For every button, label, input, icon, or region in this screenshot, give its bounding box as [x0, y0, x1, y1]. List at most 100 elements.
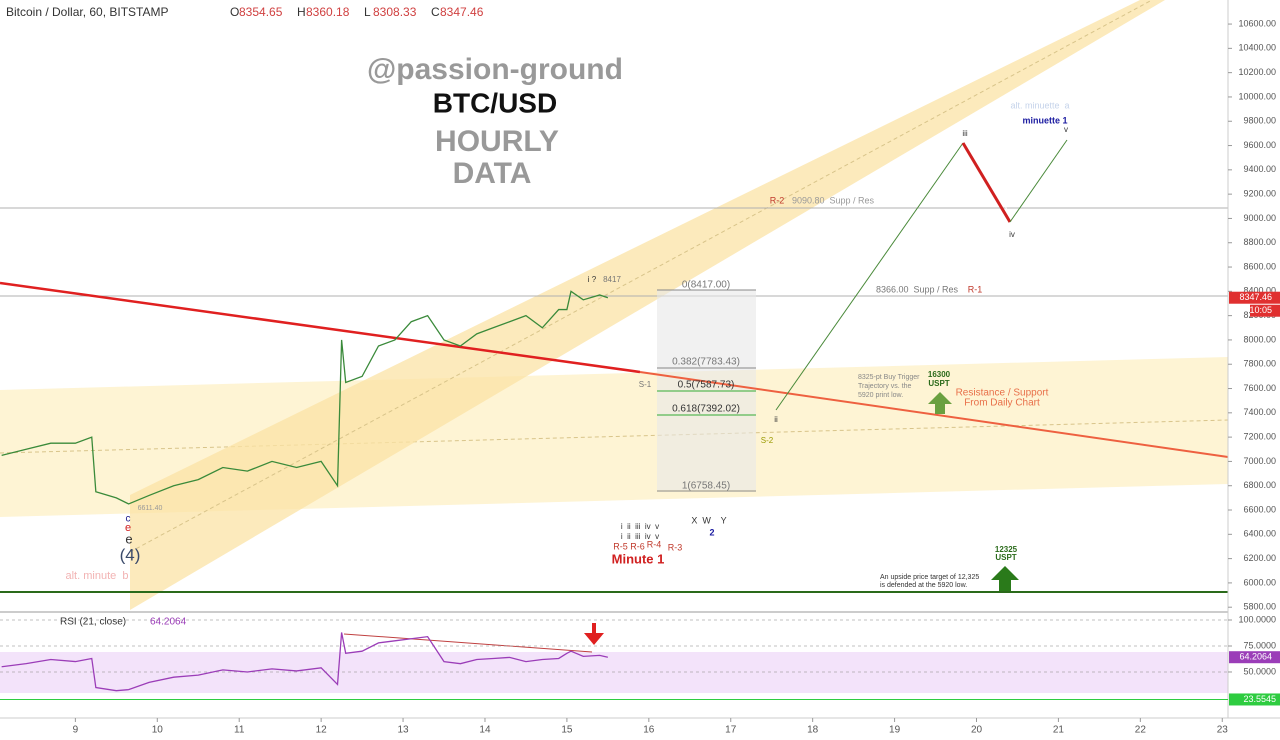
y-tick-label: 9400.00: [1243, 164, 1276, 174]
y-tick-label: 9200.00: [1243, 189, 1276, 199]
last-value-label: 64.2064: [1239, 652, 1272, 662]
y-tick-label: 6400.00: [1243, 529, 1276, 539]
annotation: 12325: [995, 545, 1018, 554]
y-tick-label: 10600.00: [1238, 18, 1276, 28]
annotation: 0.618(7392.02): [672, 404, 740, 415]
annotation: i ii iii iv v: [621, 522, 659, 531]
x-tick-label: 22: [1135, 725, 1147, 736]
annotation: is defended at the 5920 low.: [880, 582, 967, 589]
y-tick-label: 75.0000: [1243, 640, 1276, 650]
rsi-band: [0, 652, 1228, 693]
level-label: 23.5545: [1243, 694, 1276, 704]
y-tick-label: 8800.00: [1243, 237, 1276, 247]
annotation: i ?: [588, 275, 597, 284]
annotation: 9090.80 Supp / Res: [792, 195, 875, 205]
x-tick-label: 9: [73, 725, 79, 736]
x-tick-label: 12: [316, 725, 328, 736]
x-tick-label: 14: [479, 725, 491, 736]
ohlc-key: H: [297, 5, 306, 19]
y-tick-label: 6600.00: [1243, 504, 1276, 514]
y-tick-label: 10200.00: [1238, 67, 1276, 77]
annotation: alt. minuette a: [1010, 100, 1069, 110]
last-value-tag: [1229, 291, 1280, 304]
ohlc-value: 8360.18: [306, 5, 350, 19]
y-tick-label: 9600.00: [1243, 140, 1276, 150]
y-tick-label: 6800.00: [1243, 480, 1276, 490]
annotation: 0.382(7783.43): [672, 357, 740, 368]
y-tick-label: 10000.00: [1238, 91, 1276, 101]
last-value-label: 8347.46: [1239, 292, 1272, 302]
annotation: 0.5(7587.73): [678, 380, 735, 391]
arrow-up: [928, 392, 952, 414]
fib-box: [657, 290, 756, 490]
annotation: 2: [709, 527, 714, 537]
y-tick-label: 10400.00: [1238, 43, 1276, 53]
trend-line: [639, 371, 1229, 458]
annotation: R-1: [968, 284, 983, 294]
y-tick-label: 100.0000: [1238, 614, 1276, 624]
annotation: ii: [774, 415, 778, 424]
indicator-name: RSI (21, close): [60, 617, 126, 628]
annotation: S-2: [761, 436, 774, 445]
y-tick-label: 6000.00: [1243, 577, 1276, 587]
annotation: R-2: [770, 195, 785, 205]
series-line: [1, 632, 609, 692]
level-tag: [1229, 693, 1280, 706]
x-tick-label: 19: [889, 725, 901, 736]
annotation: 6611.40: [138, 505, 163, 512]
y-tick-label: 7600.00: [1243, 383, 1276, 393]
annotation: i ii iii iv v: [621, 532, 659, 541]
x-tick-label: 23: [1217, 725, 1229, 736]
annotation: Trajectory vs. the: [858, 383, 912, 390]
annotation: 1(6758.45): [682, 481, 730, 492]
annotation: e: [125, 522, 131, 534]
x-tick-label: 13: [397, 725, 409, 736]
annotation: S-1: [639, 380, 652, 389]
channel-mid: [129, 0, 1153, 553]
annotation: BTC/USD: [433, 87, 557, 118]
projection: [961, 142, 1012, 223]
annotation: 8366.00 Supp / Res: [876, 284, 959, 294]
y-tick-label: 7400.00: [1243, 407, 1276, 417]
y-tick-label: 6200.00: [1243, 553, 1276, 563]
y-tick-label: 8400.00: [1243, 286, 1276, 296]
x-tick-label: 16: [643, 725, 655, 736]
y-tick-label: 5800.00: [1243, 602, 1276, 612]
ohlc-key: O: [230, 5, 239, 19]
annotation: R-4: [647, 539, 662, 549]
fib-levels: [657, 289, 756, 492]
annotation: iii: [962, 129, 968, 138]
x-tick-label: 15: [561, 725, 573, 736]
y-tick-label: 7000.00: [1243, 456, 1276, 466]
series-line: [1, 290, 609, 505]
countdown: 10:05: [1249, 305, 1272, 315]
projection: [965, 142, 1012, 217]
annotation: @passion-ground: [367, 53, 623, 86]
annotation: iv: [1009, 230, 1015, 239]
channel-mid: [0, 419, 1229, 454]
x-tick-label: 11: [234, 725, 245, 736]
annotation: 8325-pt Buy Trigger: [858, 374, 920, 381]
x-tick-label: 17: [725, 725, 737, 736]
annotation: Resistance / Support: [956, 388, 1049, 399]
countdown-tag: [1250, 304, 1280, 317]
annotation: An upside price target of 12,325: [880, 574, 979, 581]
annotation: v: [1064, 125, 1068, 134]
y-tick-label: 7200.00: [1243, 431, 1276, 441]
annotation: (4): [120, 545, 141, 564]
annotation: Minute 1: [612, 551, 665, 566]
annotation: 0(8417.00): [682, 280, 730, 291]
annotation: From Daily Chart: [964, 398, 1040, 409]
indicator-value: 64.2064: [150, 617, 187, 628]
ohlc-value: 8308.33: [373, 5, 417, 19]
annotation: X W Y: [691, 515, 726, 525]
y-tick-label: 9800.00: [1243, 116, 1276, 126]
divergence-line: [343, 633, 593, 653]
y-tick-label: 8600.00: [1243, 261, 1276, 271]
symbol: Bitcoin / Dollar, 60, BITSTAMP: [6, 5, 169, 19]
y-tick-label: 50.0000: [1243, 666, 1276, 676]
projection: [775, 142, 964, 411]
annotation: minuette 1: [1022, 115, 1067, 125]
